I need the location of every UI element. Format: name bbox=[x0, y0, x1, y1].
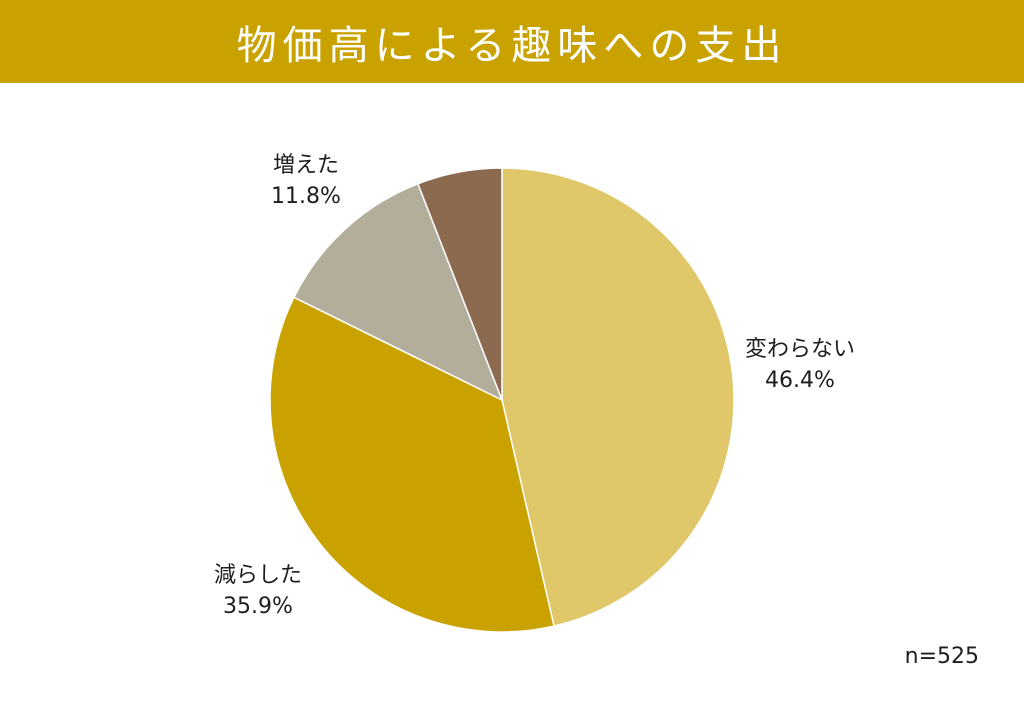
pie-slice-1 bbox=[501, 167, 735, 627]
chart-title: 物価高による趣味への支出 bbox=[236, 22, 788, 69]
slice-value-3: 11.8% bbox=[271, 184, 341, 209]
slice-label-3: 増えた bbox=[273, 153, 339, 178]
pie-slice-4 bbox=[416, 167, 503, 401]
pie-slice-3 bbox=[292, 182, 504, 402]
slice-value-1: 46.4% bbox=[765, 368, 835, 393]
slice-label-2: 減らした bbox=[214, 563, 302, 588]
title-bar: 物価高による趣味への支出 bbox=[0, 0, 1024, 83]
pie-slice-2 bbox=[269, 296, 555, 633]
slice-value-2: 35.9% bbox=[223, 594, 293, 619]
slice-label-1: 変わらない bbox=[745, 337, 855, 362]
sample-size-label: n=525 bbox=[904, 644, 979, 669]
